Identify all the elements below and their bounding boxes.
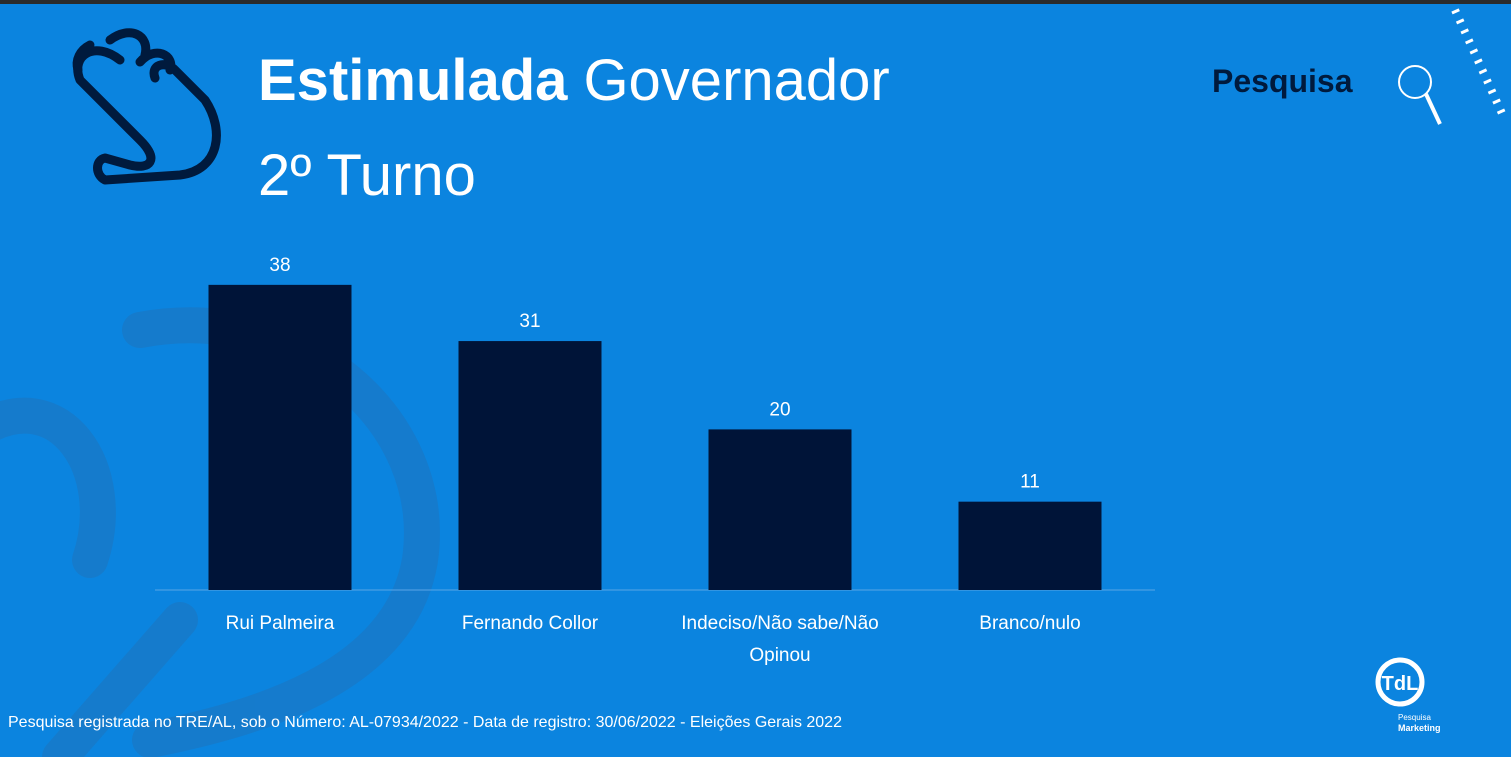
value-label: 11 (1020, 472, 1040, 493)
category-label: Branco/nulo (979, 613, 1081, 634)
bar (958, 501, 1102, 590)
logo-lens (1398, 65, 1432, 99)
title-regular: Governador (583, 48, 889, 113)
tdl-logo: TdL (1382, 673, 1419, 695)
category-label: Fernando Collor (461, 613, 599, 634)
hand-icon (72, 28, 221, 185)
tdl-ring (1375, 657, 1425, 707)
category-label: Rui Palmeira (225, 613, 335, 634)
logo-handle (1424, 93, 1442, 125)
footnote: Pesquisa registrada no TRE/AL, sob o Núm… (8, 714, 842, 731)
tdl-sub: Marketing (1398, 723, 1441, 733)
logo-pesquisa: Pesquisa (1212, 63, 1353, 99)
bar (458, 341, 602, 590)
corner-deco (1451, 8, 1509, 122)
category-label: Indeciso/Não sabe/Não Opinou (681, 613, 879, 666)
title-line2: 2º Turno (258, 143, 476, 208)
value-label: 31 (519, 311, 540, 332)
bar (208, 284, 352, 590)
bar (708, 429, 852, 590)
value-label: 20 (769, 399, 790, 420)
tdl-sub: Pesquisa (1398, 713, 1431, 722)
value-label: 38 (269, 255, 290, 276)
title-bold: Estimulada (258, 48, 568, 113)
top-bar (0, 0, 1511, 4)
